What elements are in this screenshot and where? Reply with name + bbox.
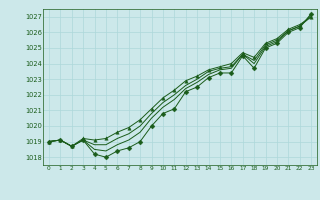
Text: Graphe pression niveau de la mer (hPa): Graphe pression niveau de la mer (hPa): [72, 187, 248, 196]
